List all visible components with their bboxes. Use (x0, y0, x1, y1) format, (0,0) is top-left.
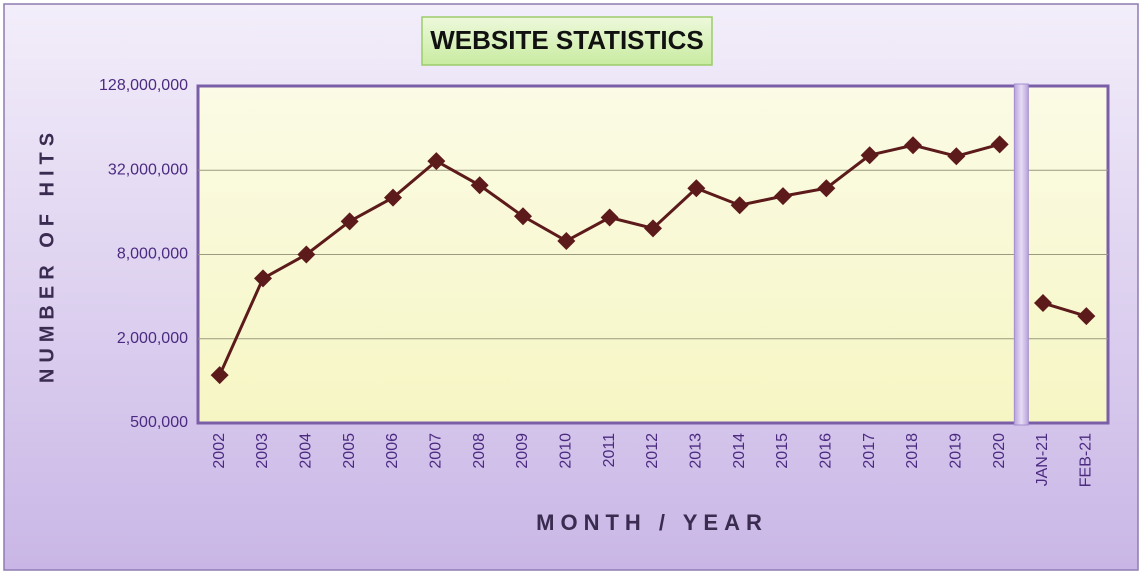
x-tick-label: 2008 (471, 433, 488, 469)
x-tick-label: 2015 (774, 433, 791, 469)
x-tick-label: 2013 (688, 433, 705, 469)
data-point (1077, 307, 1096, 326)
x-tick-label: FEB-21 (1078, 433, 1095, 487)
data-point (860, 146, 879, 165)
data-point (1034, 294, 1052, 313)
x-tick-label: 2017 (861, 433, 878, 469)
data-point (297, 245, 316, 264)
x-tick-label: 2010 (558, 433, 575, 469)
data-point (210, 366, 229, 385)
x-tick-label: 2003 (254, 433, 271, 469)
chart-title: WEBSITE STATISTICS (430, 25, 703, 55)
x-tick-label: 2005 (341, 433, 358, 469)
data-point (254, 269, 272, 288)
data-point (340, 212, 359, 231)
data-point (600, 208, 619, 227)
x-tick-label: 2002 (211, 433, 228, 469)
title-box (421, 16, 713, 66)
data-point (514, 207, 532, 226)
x-tick-label: 2007 (428, 433, 445, 469)
y-tick-label: 2,000,000 (117, 330, 188, 347)
period-divider (1013, 83, 1029, 426)
x-tick-label: 2011 (601, 433, 618, 468)
data-point (904, 136, 922, 155)
data-point (687, 179, 706, 198)
data-point (644, 219, 662, 238)
data-point (427, 152, 446, 171)
x-tick-label: 2006 (384, 433, 401, 469)
y-tick-label: 8,000,000 (117, 246, 188, 263)
x-tick-label: 2009 (514, 433, 531, 469)
x-tick-label: 2004 (298, 433, 315, 469)
data-point (470, 176, 489, 195)
x-tick-label: 2012 (644, 433, 661, 469)
y-tick-label: 32,000,000 (108, 161, 188, 178)
x-tick-label: 2020 (991, 433, 1008, 469)
data-point (947, 147, 966, 166)
x-tick-label: 2019 (948, 433, 965, 469)
data-point (730, 196, 749, 215)
y-axis-title: NUMBER OF HITS (36, 127, 58, 383)
y-tick-label: 500,000 (130, 414, 188, 431)
y-tick-label: 128,000,000 (99, 77, 188, 94)
data-point (990, 135, 1009, 154)
x-tick-label: 2018 (904, 433, 921, 469)
data-point (774, 187, 792, 206)
x-tick-label: 2014 (731, 433, 748, 469)
data-point (557, 231, 576, 250)
x-axis-title: MONTH / YEAR (536, 510, 768, 535)
x-tick-label: 2016 (818, 433, 835, 469)
data-point (384, 188, 402, 207)
x-tick-label: JAN-21 (1034, 433, 1051, 486)
data-point (817, 179, 836, 198)
